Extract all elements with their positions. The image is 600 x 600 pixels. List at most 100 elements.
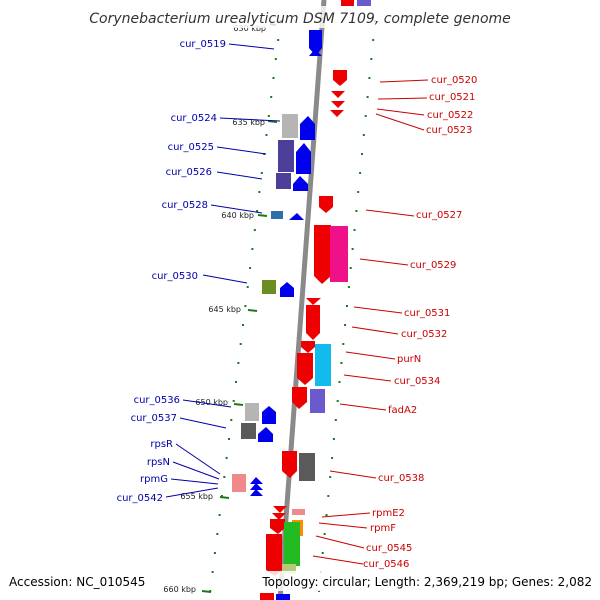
left-gene-labels: cur_0519 cur_0524 cur_0525 cur_0526 cur_… [117, 39, 226, 504]
trail-dot [347, 286, 350, 288]
gene-arrow-purN [301, 341, 315, 353]
gene-box-purN [315, 344, 331, 386]
gene-label-cur_0525: cur_0525 [168, 142, 214, 153]
gene-arrow-cur_0527 [319, 196, 333, 213]
gene-label-cur_0529: cur_0529 [410, 260, 456, 271]
gene-arrow-cur_0531 [306, 298, 321, 305]
gene-arrow-cur_0538 [282, 451, 297, 478]
trail-dot [232, 400, 235, 402]
tick-mark-640 [257, 214, 268, 217]
tick-labels: 630 kbp 635 kbp 640 kbp 645 kbp 650 kbp … [163, 24, 266, 594]
gene-arrow-rpmF [272, 513, 286, 520]
trail-dot [213, 552, 216, 554]
gene-arrow-rpmG [250, 489, 263, 496]
trail-dot [277, 39, 280, 41]
tick-label-640: 640 kbp [221, 211, 254, 220]
tick-mark-645 [247, 309, 258, 312]
feature-top-purple [357, 0, 371, 6]
gene-label-purN: purN [397, 354, 421, 365]
trail-dot [323, 533, 326, 535]
map-title: Corynebacterium urealyticum DSM 7109, co… [89, 11, 511, 27]
trail-dot [372, 39, 375, 41]
trail-dot [272, 77, 275, 79]
trail-dot [342, 343, 345, 345]
gene-arrow-cur_0529 [314, 225, 331, 284]
gene-box-cur_0526 [276, 173, 291, 189]
trail-dot [258, 191, 261, 193]
gene-label-rpmE2: rpmE2 [372, 508, 405, 519]
trail-dot [218, 514, 221, 516]
trail-dot [338, 381, 341, 383]
gene-arrow-cur_0526 [293, 176, 308, 191]
trail-dot [225, 457, 228, 459]
gene-box-cur_0528 [271, 211, 283, 219]
gene-box-cur_0524 [282, 114, 298, 138]
tick-label-655: 655 kbp [180, 492, 213, 501]
trail-dot [336, 400, 339, 402]
gene-box-cur_0525 [278, 140, 294, 172]
trail-dot [253, 229, 256, 231]
gene-label-rpsR: rpsR [150, 439, 173, 450]
gene-label-cur_0546: cur_0546 [363, 559, 409, 570]
gene-label-cur_0530: cur_0530 [152, 271, 198, 282]
gene-label-cur_0545: cur_0545 [366, 543, 412, 554]
feature-top-red [341, 0, 354, 6]
trail-dot [344, 324, 347, 326]
left-leader-lines [165, 43, 281, 498]
tick-label-645: 645 kbp [208, 305, 241, 314]
trail-dot [329, 476, 332, 478]
trail-dot [228, 438, 230, 440]
gene-box-cur_0529 [330, 226, 348, 282]
gene-arrow-cur_0528-b [289, 213, 304, 220]
gene-box-cur_0536 [245, 403, 259, 421]
gene-label-cur_0537: cur_0537 [131, 413, 177, 424]
trail-dot [361, 153, 363, 155]
trail-dot [370, 58, 373, 60]
forward-features [232, 30, 322, 600]
gene-arrow-rpsN [250, 483, 263, 490]
trail-dot [334, 419, 337, 421]
gene-box-cur_0545 [284, 522, 300, 566]
reverse-features [260, 70, 348, 600]
trail-dot [260, 172, 263, 174]
tick-label-630: 630 kbp [233, 24, 266, 33]
trail-dot [364, 115, 367, 117]
trail-dot [366, 96, 369, 98]
gene-box-rpmE2 [292, 509, 305, 515]
gene-arrow-cur_0530 [280, 282, 294, 297]
accession-text: Accession: NC_010545 [9, 575, 145, 589]
gene-label-cur_0519: cur_0519 [180, 39, 226, 50]
gene-label-rpsN: rpsN [147, 457, 170, 468]
tick-mark-635 [267, 120, 278, 123]
trail-dot [359, 172, 362, 174]
gene-label-fadA2: fadA2 [388, 405, 417, 416]
tick-label-635: 635 kbp [232, 118, 265, 127]
trail-dot [244, 305, 247, 307]
gene-label-cur_0522: cur_0522 [427, 110, 473, 121]
gene-arrow-fadA2 [292, 387, 307, 409]
footer-left-backdrop [4, 571, 152, 591]
gene-arrow-small [309, 49, 322, 56]
trail-dot [274, 58, 277, 60]
tick-label-660: 660 kbp [163, 585, 196, 594]
gene-label-cur_0538: cur_0538 [378, 473, 424, 484]
gene-label-cur_0524: cur_0524 [171, 113, 217, 124]
gene-label-cur_0523: cur_0523 [426, 125, 472, 136]
trail-dot [349, 267, 352, 269]
trail-dot [249, 267, 252, 269]
gene-label-cur_0534: cur_0534 [394, 376, 440, 387]
trail-dot [270, 96, 273, 98]
trail-dot [216, 533, 219, 535]
gene-label-cur_0528: cur_0528 [162, 200, 208, 211]
gene-arrow-cur_0524 [300, 116, 315, 140]
trail-dot [265, 134, 268, 136]
trail-dot [357, 191, 360, 193]
trail-dot [325, 514, 328, 516]
gene-arrow-rpmE2 [273, 506, 287, 513]
trail-dot [256, 210, 259, 212]
trail-dot [351, 248, 354, 250]
gene-label-cur_0521: cur_0521 [429, 92, 475, 103]
trail-dot [235, 381, 237, 383]
gene-arrow-cur_0521 [331, 91, 345, 98]
